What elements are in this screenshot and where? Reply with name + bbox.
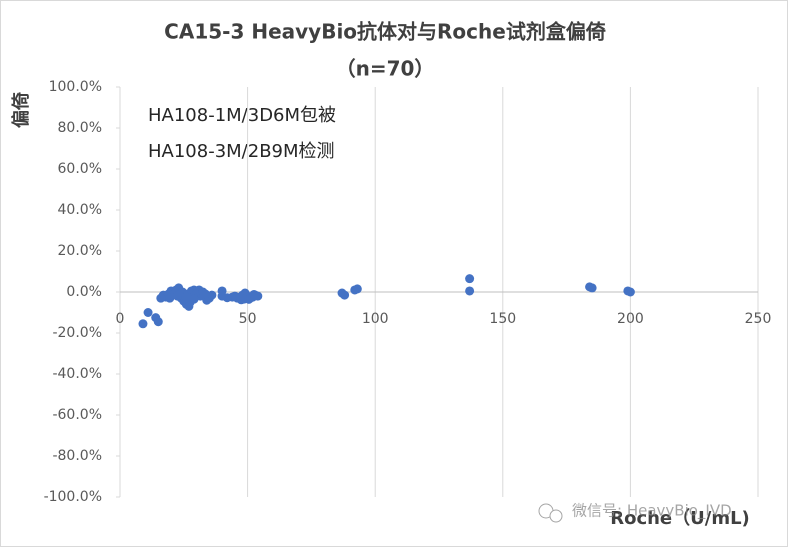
y-tick-label: -40.0% [52, 366, 102, 382]
x-tick-label: 100 [362, 311, 389, 327]
x-tick-label: 200 [617, 311, 644, 327]
annotation: HA108-3M/2B9M检测 [148, 141, 335, 162]
x-tick-label: 250 [745, 311, 772, 327]
point [465, 286, 475, 296]
point [625, 287, 635, 297]
point [200, 289, 210, 299]
point [153, 317, 163, 327]
chart-title: CA15-3 HeavyBio抗体对与Roche试剂盒偏倚 [164, 20, 606, 44]
y-tick-label: -20.0% [52, 325, 102, 341]
y-tick-label: -60.0% [52, 407, 102, 423]
y-tick-label: -100.0% [44, 489, 102, 505]
watermark-text: 微信号: HeavyBio_IVD [572, 502, 732, 521]
y-tick-label: -80.0% [52, 448, 102, 464]
y-tick-label: 100.0% [49, 79, 102, 95]
point [222, 293, 232, 303]
annotation: HA108-1M/3D6M包被 [148, 105, 336, 126]
point [143, 308, 153, 317]
y-tick-label: 0.0% [66, 284, 102, 300]
y-tick-label: 20.0% [58, 243, 102, 259]
point [181, 292, 191, 302]
watermark-icon [549, 509, 563, 523]
y-tick-label: 40.0% [58, 202, 102, 218]
y-tick-label: 60.0% [58, 161, 102, 177]
x-axis-label: Roche（U/mL) [610, 508, 750, 529]
chart-subtitle: （n=70） [336, 57, 435, 81]
x-tick-label: 0 [116, 311, 125, 327]
point [340, 290, 350, 300]
point [587, 283, 597, 293]
point [236, 295, 246, 305]
point [156, 293, 166, 303]
x-tick-label: 150 [489, 311, 516, 327]
y-axis-label: 偏倚 [10, 92, 32, 128]
point [249, 289, 259, 299]
point [189, 294, 199, 304]
point [352, 284, 362, 294]
watermark: 微信号: HeavyBio_IVD [538, 502, 732, 523]
point [465, 274, 475, 284]
point [172, 291, 182, 301]
point [138, 319, 148, 329]
y-tick-label: 80.0% [58, 120, 102, 136]
x-tick-label: 50 [239, 311, 257, 327]
